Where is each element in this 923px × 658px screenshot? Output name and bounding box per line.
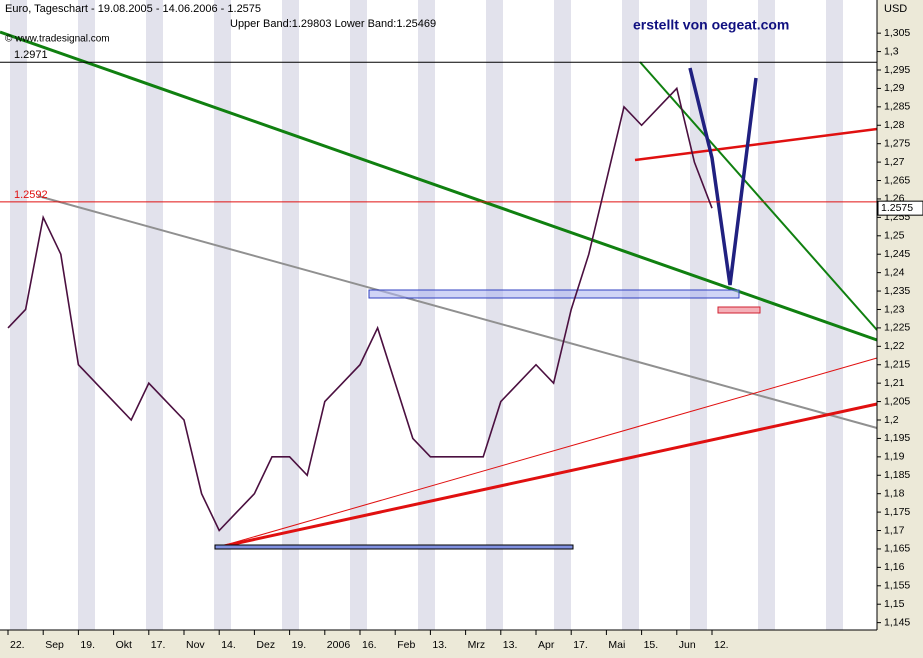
- x-tick-label: Feb: [397, 639, 415, 651]
- stripe: [622, 0, 639, 630]
- trend-line: [639, 61, 878, 331]
- y-tick-label: 1,215: [884, 359, 910, 371]
- y-tick-label: 1,285: [884, 101, 910, 113]
- y-tick-label: 1,155: [884, 580, 910, 592]
- x-tick-label: Mrz: [468, 639, 486, 651]
- stripe: [826, 0, 843, 630]
- y-tick-label: 1,195: [884, 432, 910, 444]
- level-label: 1.2971: [14, 49, 48, 61]
- x-tick-label: Apr: [538, 639, 555, 651]
- stripe: [282, 0, 299, 630]
- y-tick-label: 1,15: [884, 598, 905, 610]
- x-tick-label: Dez: [256, 639, 275, 651]
- y-tick-label: 1,21: [884, 377, 905, 389]
- annotation: erstellt von oegeat.com: [633, 17, 789, 33]
- x-tick-label: 14.: [221, 639, 236, 651]
- x-tick-label: 19.: [80, 639, 95, 651]
- y-tick-label: 1,17: [884, 524, 905, 536]
- x-tick-label: 15.: [644, 639, 659, 651]
- stripe: [214, 0, 231, 630]
- price-line: [7, 86, 713, 532]
- y-tick-label: 1,19: [884, 451, 905, 463]
- stripe: [690, 0, 707, 630]
- chart-title: Euro, Tageschart - 19.08.2005 - 14.06.20…: [5, 3, 261, 15]
- x-tick-label: 13.: [432, 639, 447, 651]
- y-tick-label: 1,265: [884, 174, 910, 186]
- y-axis-label: USD: [884, 3, 907, 15]
- x-tick-label: Okt: [116, 639, 132, 651]
- x-tick-label: 2006: [327, 639, 351, 651]
- background: [0, 0, 877, 630]
- stripe: [758, 0, 775, 630]
- trend-line: [214, 402, 878, 550]
- x-tick-label: 22.: [10, 639, 25, 651]
- y-tick-label: 1,16: [884, 561, 905, 573]
- y-tick-label: 1,295: [884, 64, 910, 76]
- support-zone: [214, 544, 574, 550]
- x-tick-label: 13.: [503, 639, 518, 651]
- y-tick-label: 1,25: [884, 230, 905, 242]
- trend-line: [0, 30, 878, 342]
- x-tick-label: Mai: [608, 639, 625, 651]
- trend-line: [634, 127, 878, 162]
- stripe: [350, 0, 367, 630]
- y-tick-label: 1,24: [884, 266, 905, 278]
- x-tick-label: 17.: [151, 639, 166, 651]
- y-axis-area: [877, 0, 923, 630]
- y-tick-label: 1,225: [884, 322, 910, 334]
- x-tick-label: 16.: [362, 639, 377, 651]
- stripe: [146, 0, 163, 630]
- y-tick-label: 1,2: [884, 414, 899, 426]
- y-tick-label: 1,3: [884, 45, 899, 57]
- y-tick-label: 1,185: [884, 469, 910, 481]
- x-tick-label: Nov: [186, 639, 205, 651]
- x-tick-label: 17.: [573, 639, 588, 651]
- target-zone: [717, 306, 761, 314]
- y-tick-label: 1,165: [884, 543, 910, 555]
- support-zone: [368, 289, 740, 299]
- y-tick-label: 1,175: [884, 506, 910, 518]
- price-marker-label: 1.2575: [881, 202, 913, 214]
- plot-background: [0, 0, 877, 630]
- projection: [688, 67, 758, 286]
- y-tick-label: 1,235: [884, 285, 910, 297]
- y-tick-label: 1,145: [884, 616, 910, 628]
- price-marker: [877, 200, 923, 216]
- x-tick-label: 19.: [292, 639, 307, 651]
- y-tick-label: 1,28: [884, 119, 905, 131]
- x-tick-label: Sep: [45, 639, 64, 651]
- x-tick-label: Jun: [679, 639, 696, 651]
- stripe: [486, 0, 503, 630]
- stripe: [554, 0, 571, 630]
- stripe: [78, 0, 95, 630]
- subtitle: Upper Band:1.29803 Lower Band:1.25469: [230, 18, 436, 30]
- stripe: [418, 0, 435, 630]
- y-tick-label: 1,27: [884, 156, 905, 168]
- source: © www.tradesignal.com: [5, 34, 110, 45]
- y-tick-label: 1,245: [884, 248, 910, 260]
- y-tick-label: 1,23: [884, 303, 905, 315]
- y-tick-label: 1,18: [884, 487, 905, 499]
- level-label: 1.2592: [14, 189, 48, 201]
- y-tick-label: 1,305: [884, 27, 910, 39]
- trend-line: [37, 195, 878, 429]
- trend-line: [214, 357, 878, 549]
- y-tick-label: 1,205: [884, 395, 910, 407]
- y-tick-label: 1,22: [884, 340, 905, 352]
- x-tick-label: 12.: [714, 639, 729, 651]
- y-tick-label: 1,29: [884, 82, 905, 94]
- y-tick-label: 1,275: [884, 137, 910, 149]
- stripe: [10, 0, 27, 630]
